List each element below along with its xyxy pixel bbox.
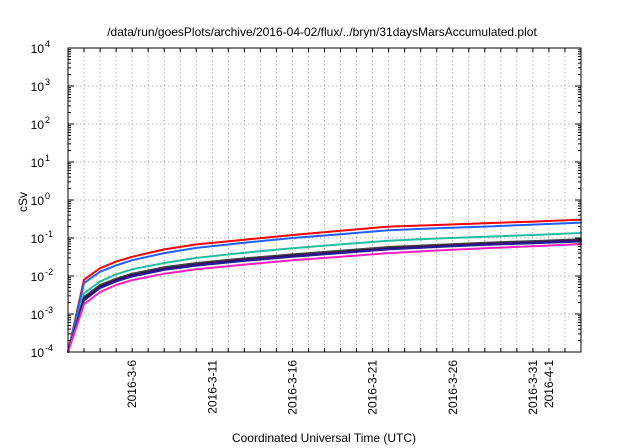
chart-title: /data/run/goesPlots/archive/2016-04-02/f… <box>107 25 537 39</box>
y-tick-label-base: 10 <box>31 156 45 170</box>
x-tick-label: 2016-3-11 <box>205 360 219 414</box>
y-tick-label-exponent: -4 <box>45 343 53 353</box>
series-line <box>67 240 582 353</box>
x-tick-labels: 2016-3-6 2016-3-11 2016-3-16 2016-3-21 2016-… <box>125 360 556 415</box>
x-tick-label: 2016-3-21 <box>366 360 380 415</box>
y-tick-label-exponent: -1 <box>45 229 53 239</box>
y-tick-label-base: 10 <box>31 308 45 322</box>
plot-frame <box>67 47 582 353</box>
series-line <box>67 218 582 353</box>
y-tick-label-base: 10 <box>31 270 45 284</box>
y-tick-label-exponent: 1 <box>45 153 50 163</box>
x-tick-label: 2016-4-1 <box>542 360 556 408</box>
y-tick-label-exponent: -3 <box>45 305 53 315</box>
x-tick-label: 2016-3-16 <box>285 360 299 415</box>
y-tick-label-exponent: 2 <box>45 115 50 125</box>
y-tick-label-exponent: -2 <box>45 267 53 277</box>
y-tick-label-base: 10 <box>31 346 45 360</box>
y-tick-label-base: 10 <box>31 80 45 94</box>
series-line <box>67 221 582 353</box>
x-tick-label: 2016-3-6 <box>125 360 139 408</box>
y-tick-label-base: 10 <box>31 42 45 56</box>
series-line <box>67 238 582 353</box>
x-tick-label: 2016-3-31 <box>526 360 540 415</box>
y-tick-label-exponent: 3 <box>45 77 50 87</box>
series-group <box>67 218 582 353</box>
series-line <box>67 243 582 353</box>
y-tick-label-exponent: 0 <box>45 191 50 201</box>
series-line <box>67 232 582 353</box>
x-axis-label: Coordinated Universal Time (UTC) <box>232 431 416 445</box>
y-tick-label-exponent: 4 <box>45 39 50 49</box>
y-tick-label-base: 10 <box>31 232 45 246</box>
y-axis-label: cSv <box>16 192 30 212</box>
grid <box>68 48 581 352</box>
y-tick-label-base: 10 <box>31 118 45 132</box>
x-tick-label: 2016-3-26 <box>446 360 460 415</box>
y-tick-label-base: 10 <box>31 194 45 208</box>
